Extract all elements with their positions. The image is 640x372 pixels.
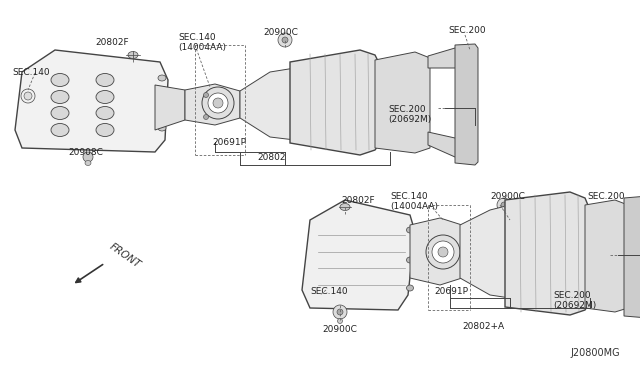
Polygon shape xyxy=(505,192,590,315)
Circle shape xyxy=(278,33,292,47)
Circle shape xyxy=(426,235,460,269)
Circle shape xyxy=(501,202,507,208)
Text: 20900C: 20900C xyxy=(322,325,357,334)
Polygon shape xyxy=(302,200,415,310)
Polygon shape xyxy=(290,50,380,155)
Ellipse shape xyxy=(24,92,32,100)
Ellipse shape xyxy=(51,106,69,119)
Text: 20802: 20802 xyxy=(258,153,286,162)
Polygon shape xyxy=(624,196,640,318)
Ellipse shape xyxy=(340,203,350,211)
Circle shape xyxy=(497,198,511,212)
Ellipse shape xyxy=(406,257,413,263)
Polygon shape xyxy=(585,200,628,312)
Circle shape xyxy=(208,93,228,113)
Polygon shape xyxy=(15,50,168,152)
Ellipse shape xyxy=(204,93,209,97)
Ellipse shape xyxy=(158,125,166,131)
Text: 20802F: 20802F xyxy=(95,38,129,47)
Text: 20908C: 20908C xyxy=(68,148,103,157)
Circle shape xyxy=(438,247,448,257)
Text: J20800MG: J20800MG xyxy=(570,348,620,358)
Ellipse shape xyxy=(96,124,114,137)
Ellipse shape xyxy=(204,115,209,119)
Circle shape xyxy=(213,98,223,108)
Ellipse shape xyxy=(406,227,413,233)
Ellipse shape xyxy=(337,318,342,324)
Polygon shape xyxy=(455,44,478,165)
Polygon shape xyxy=(185,84,240,125)
Text: 20691P: 20691P xyxy=(212,138,246,147)
Circle shape xyxy=(432,241,454,263)
Text: 20802+A: 20802+A xyxy=(462,322,504,331)
Ellipse shape xyxy=(96,74,114,87)
Polygon shape xyxy=(240,68,295,140)
Text: 20802F: 20802F xyxy=(341,196,374,205)
Ellipse shape xyxy=(128,51,138,58)
Ellipse shape xyxy=(406,285,413,291)
Text: SEC.200
(20692M): SEC.200 (20692M) xyxy=(388,105,431,124)
Circle shape xyxy=(282,37,288,43)
Text: 20900C: 20900C xyxy=(263,28,298,37)
Text: SEC.140: SEC.140 xyxy=(12,68,50,77)
Text: SEC.140: SEC.140 xyxy=(310,287,348,296)
Ellipse shape xyxy=(158,75,166,81)
Text: 20691P: 20691P xyxy=(434,287,468,296)
Ellipse shape xyxy=(85,160,91,166)
Text: SEC.200: SEC.200 xyxy=(587,192,625,201)
Text: SEC.200
(20692M): SEC.200 (20692M) xyxy=(553,291,596,310)
Polygon shape xyxy=(155,85,185,130)
Polygon shape xyxy=(428,48,465,68)
Ellipse shape xyxy=(83,152,93,162)
Polygon shape xyxy=(375,52,430,153)
Text: 20900C: 20900C xyxy=(490,192,525,201)
Polygon shape xyxy=(410,218,462,285)
Ellipse shape xyxy=(51,74,69,87)
Circle shape xyxy=(333,305,347,319)
Text: SEC.200: SEC.200 xyxy=(448,26,486,35)
Circle shape xyxy=(337,309,343,315)
Text: SEC.140
(14004AA): SEC.140 (14004AA) xyxy=(178,33,226,52)
Ellipse shape xyxy=(96,90,114,103)
Ellipse shape xyxy=(51,124,69,137)
Ellipse shape xyxy=(158,100,166,106)
Text: FRONT: FRONT xyxy=(108,241,143,270)
Ellipse shape xyxy=(96,106,114,119)
Polygon shape xyxy=(428,132,465,157)
Text: SEC.140
(14004AA): SEC.140 (14004AA) xyxy=(390,192,438,211)
Polygon shape xyxy=(460,205,510,298)
Circle shape xyxy=(202,87,234,119)
Ellipse shape xyxy=(51,90,69,103)
